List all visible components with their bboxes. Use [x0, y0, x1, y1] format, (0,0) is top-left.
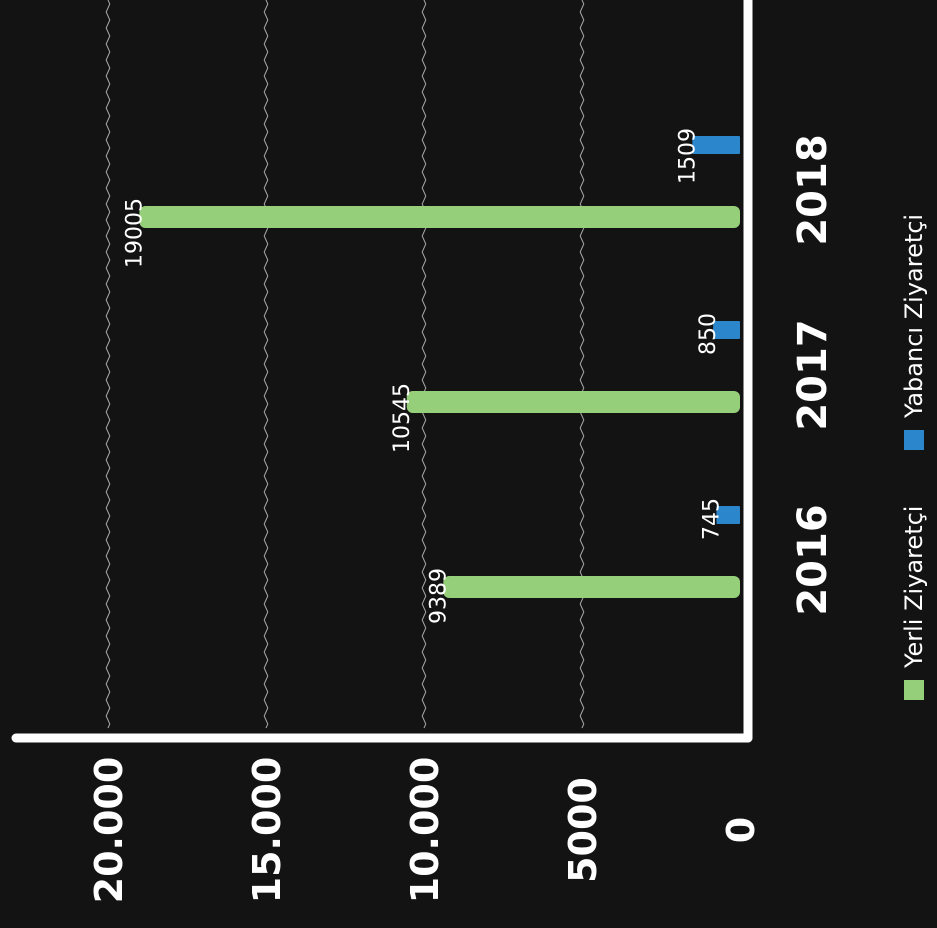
data-label: 745	[699, 498, 724, 540]
bar-yerli-2018	[139, 206, 740, 228]
bar-yabanci-2018	[692, 136, 740, 154]
bar-yerli-2016	[443, 576, 740, 598]
y-tick-label: 15.000	[245, 757, 289, 904]
data-label: 9389	[426, 568, 451, 624]
legend-swatch	[904, 430, 924, 450]
legend-swatch	[904, 680, 924, 700]
gridline-5000	[579, 0, 585, 729]
gridline-10000	[421, 0, 427, 729]
bar-yabanci-2017	[713, 321, 740, 339]
gridline-15000	[263, 0, 269, 729]
legend-label: Yabancı Ziyaretçi	[900, 214, 928, 419]
data-label: 850	[696, 313, 721, 355]
y-tick-label: 20.000	[87, 757, 131, 904]
legend-label: Yerli Ziyaretçi	[900, 506, 928, 669]
data-label: 1509	[675, 128, 700, 184]
y-tick-label: 10.000	[403, 757, 447, 904]
category-label-2017: 2017	[790, 319, 836, 430]
category-label-2018: 2018	[790, 134, 836, 245]
gridline-20000	[105, 0, 111, 729]
data-label: 10545	[390, 383, 415, 453]
bar-yabanci-2016	[716, 506, 740, 524]
data-label: 19005	[122, 198, 147, 268]
bar-yerli-2017	[406, 391, 740, 413]
category-label-2016: 2016	[790, 504, 836, 615]
y-tick-label: 5000	[561, 777, 605, 883]
y-tick-label: 0	[719, 817, 763, 843]
